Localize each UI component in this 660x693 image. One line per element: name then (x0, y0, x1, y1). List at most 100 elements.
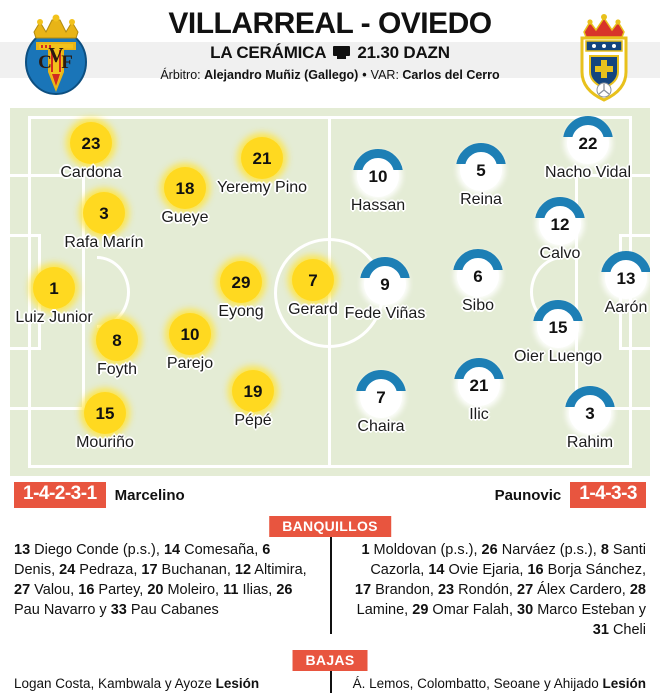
var-label: VAR: (370, 67, 399, 82)
home-bajas-list: Logan Costa, Kambwala y Ayoze Lesión (14, 676, 260, 691)
player-number: 3 (585, 403, 595, 423)
home-coach-name: Marcelino (114, 486, 185, 504)
player-name: Rahim (566, 434, 614, 451)
player-number-badge: 3 (569, 392, 611, 434)
officials-row: Árbitro: Alejandro Muñiz (Gallego) • VAR: … (110, 68, 550, 82)
bench-divider (330, 530, 332, 634)
player-number-badge: 12 (539, 203, 581, 245)
player-name: Nacho Vidal (545, 164, 631, 181)
svg-text:F: F (61, 52, 73, 73)
player-number-badge: 10 (357, 155, 399, 197)
formation-coach-bar: 1-4-2-3-1 Marcelino Paunovic 1-4-3-3 (0, 482, 660, 514)
home-bench-list: 13 Diego Conde (p.s.), 14 Comesaña, 6 De… (14, 542, 307, 618)
player-number: 3 (99, 203, 109, 223)
player-number: 1 (49, 278, 59, 298)
player-number-badge: 23 (70, 122, 112, 164)
player-number-badge: 7 (360, 376, 402, 418)
player-number: 7 (376, 387, 386, 407)
player-number-badge: 22 (567, 122, 609, 164)
player-name: Gueye (161, 209, 209, 226)
player-number: 8 (112, 330, 122, 350)
player-number-badge: 1 (33, 267, 75, 309)
player-number: 21 (252, 148, 272, 168)
player-number: 22 (578, 133, 598, 153)
villarreal-crest: C V F (18, 10, 94, 102)
player-number-badge: 29 (220, 261, 262, 303)
venue-kickoff-row: LA CERÁMICA 21.30 DAZN (110, 43, 550, 63)
player-number: 13 (616, 268, 636, 288)
player-name: Parejo (166, 355, 214, 372)
svg-text:C: C (38, 52, 52, 73)
player-number: 21 (469, 375, 489, 395)
officials-separator: • (362, 67, 367, 82)
player-number: 5 (476, 160, 486, 180)
player-number-badge: 7 (292, 259, 334, 301)
player-number-badge: 18 (164, 167, 206, 209)
player-number: 10 (180, 324, 200, 344)
pitch: 1 Luiz Junior 23 Cardona 3 Rafa Marín 8 Foyth 15… (10, 108, 650, 476)
player-number: 15 (548, 317, 568, 337)
player-name: Sibo (461, 297, 495, 314)
venue-name: LA CERÁMICA (210, 42, 327, 62)
player-name: Gerard (288, 301, 338, 318)
player-number: 10 (368, 166, 388, 186)
header-band (0, 42, 660, 78)
referee-name: Alejandro Muñiz (Gallego) (204, 67, 359, 82)
player-number-badge: 9 (364, 263, 406, 305)
bajas-divider (330, 662, 332, 693)
player-number: 19 (243, 381, 263, 401)
player-number-badge: 3 (83, 192, 125, 234)
referee-label: Árbitro: (160, 67, 201, 82)
penalty-area-left (10, 174, 85, 410)
player-number: 6 (473, 266, 483, 286)
home-formation-chip: 1-4-2-3-1 (14, 482, 106, 508)
away-formation-group: Paunovic 1-4-3-3 (495, 482, 646, 508)
player-number: 29 (231, 272, 251, 292)
penalty-area-right (575, 174, 650, 410)
player-number-badge: 21 (458, 364, 500, 406)
player-name: Hassan (350, 197, 406, 214)
header-text-block: VILLARREAL - OVIEDO LA CERÁMICA 21.30 DA… (110, 8, 550, 82)
player-number-badge: 10 (169, 313, 211, 355)
player-name: Eyong (218, 303, 264, 320)
player-name: Mouriño (76, 434, 134, 451)
player-name: Reina (460, 191, 502, 208)
tv-icon (333, 46, 351, 59)
player-name: Pépé (234, 412, 272, 429)
kickoff-time-channel: 21.30 DAZN (357, 42, 450, 62)
player-number-badge: 19 (232, 370, 274, 412)
real-oviedo-crest (566, 10, 642, 102)
page-title: VILLARREAL - OVIEDO (168, 7, 492, 40)
player-number: 12 (550, 214, 570, 234)
var-name: Carlos del Cerro (402, 67, 500, 82)
bench-section: BANQUILLOS 13 Diego Conde (p.s.), 14 Com… (0, 516, 660, 640)
bajas-section-label: BAJAS (292, 650, 368, 671)
player-number-badge: 8 (96, 319, 138, 361)
away-bajas-list: Á. Lemos, Colombatto, Seoane y Ahijado L… (352, 676, 646, 691)
player-name: Oier Luengo (513, 348, 603, 365)
player-name: Aarón (604, 299, 648, 316)
player-number: 15 (95, 403, 115, 423)
player-number-badge: 21 (241, 137, 283, 179)
player-number: 18 (175, 178, 195, 198)
player-name: Yeremy Pino (216, 179, 308, 196)
player-number: 23 (81, 133, 101, 153)
player-name: Fede Viñas (344, 305, 426, 322)
match-header: C V F (0, 0, 660, 108)
player-number-badge: 6 (457, 255, 499, 297)
player-name: Rafa Marín (64, 234, 144, 251)
away-formation-chip: 1-4-3-3 (570, 482, 646, 508)
away-bench-list: 1 Moldovan (p.s.), 26 Narváez (p.s.), 8 … (354, 542, 646, 638)
player-number-badge: 15 (84, 392, 126, 434)
player-name: Cardona (60, 164, 122, 181)
player-name: Ilic (469, 406, 489, 423)
player-number: 7 (308, 270, 318, 290)
home-formation-group: 1-4-2-3-1 Marcelino (14, 482, 185, 508)
player-name: Chaira (357, 418, 405, 435)
player-number-badge: 13 (605, 257, 647, 299)
player-number-badge: 15 (537, 306, 579, 348)
away-coach-name: Paunovic (494, 486, 562, 504)
player-number: 9 (380, 274, 390, 294)
bench-section-label: BANQUILLOS (269, 516, 391, 537)
